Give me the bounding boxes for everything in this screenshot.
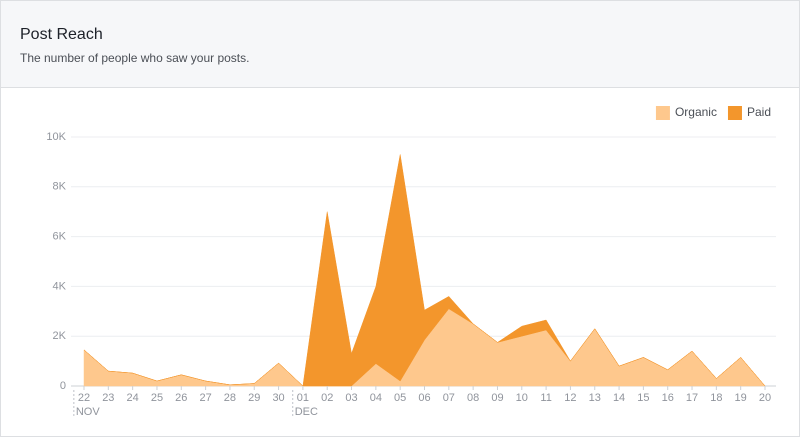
x-tick-label: 03 [345,392,357,404]
x-tick-label: 10 [516,392,528,404]
x-tick-label: 11 [540,392,551,404]
y-tick-label: 0 [60,380,66,392]
y-tick-label: 10K [46,131,66,143]
x-tick-label: 12 [564,392,576,404]
month-label: DEC [295,406,318,418]
y-tick-label: 2K [53,330,67,342]
x-tick-label: 06 [418,392,430,404]
header: Post Reach The number of people who saw … [1,1,799,88]
legend-swatch [727,106,742,120]
y-tick-label: 8K [53,181,67,193]
x-tick-label: 13 [589,392,601,404]
x-tick-label: 23 [102,392,114,404]
x-tick-label: 16 [662,392,674,404]
x-tick-label: 17 [686,392,698,404]
x-tick-label: 19 [735,392,747,404]
x-tick-label: 14 [613,392,625,404]
y-tick-label: 6K [53,231,67,243]
x-tick-label: 01 [297,392,309,404]
x-tick-label: 05 [394,392,406,404]
x-tick-label: 27 [199,392,211,404]
x-tick-label: 07 [443,392,455,404]
x-tick-label: 02 [321,392,333,404]
x-tick-label: 26 [175,392,187,404]
title: Post Reach [20,26,103,43]
month-label: NOV [76,406,101,418]
legend-swatch [655,106,670,120]
x-tick-label: 04 [370,392,382,404]
x-tick-label: 30 [272,392,284,404]
subtitle: The number of people who saw your posts. [20,51,250,65]
y-tick-label: 4K [53,280,67,292]
x-tick-label: 20 [759,392,771,404]
legend-label: Paid [747,105,771,119]
x-tick-label: 18 [710,392,722,404]
x-tick-label: 22 [78,392,90,404]
legend-label: Organic [675,105,717,119]
x-tick-label: 24 [127,392,139,404]
x-tick-label: 08 [467,392,479,404]
x-tick-label: 09 [491,392,503,404]
x-tick-label: 25 [151,392,163,404]
x-tick-label: 28 [224,392,236,404]
x-tick-label: 29 [248,392,260,404]
x-tick-label: 15 [637,392,649,404]
